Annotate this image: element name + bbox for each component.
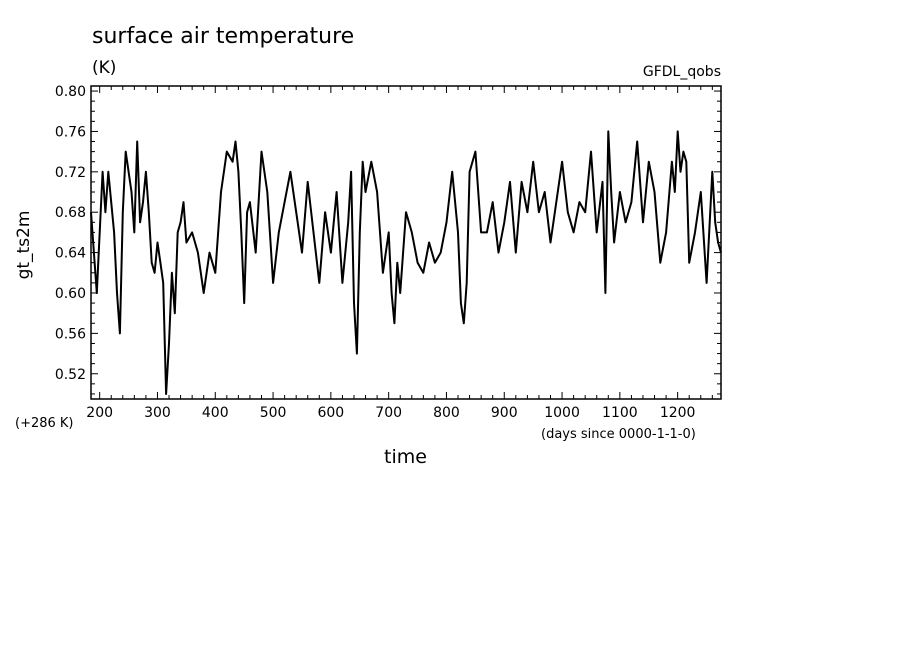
x-units-label: (days since 0000-1-1-0) (541, 427, 696, 442)
x-tick-label: 500 (260, 405, 287, 421)
x-tick-label: 1100 (602, 405, 638, 421)
y-tick-label: 0.68 (55, 205, 86, 221)
units-label: (K) (92, 58, 117, 78)
chart-title: surface air temperature (92, 24, 355, 49)
x-tick-label: 400 (202, 405, 229, 421)
y-tick-label: 0.80 (55, 84, 86, 100)
x-tick-label: 600 (317, 405, 344, 421)
x-axis-label: time (384, 446, 427, 468)
x-tick-labels: 200 300 400 500 600 700 800 900 1000 1100 1200 (86, 405, 695, 421)
x-tick-label: 1000 (544, 405, 580, 421)
source-label: GFDL_qobs (642, 64, 721, 80)
y-tick-labels: 0.52 0.56 0.60 0.64 0.68 0.72 0.76 0.80 (55, 84, 86, 383)
y-tick-label: 0.72 (55, 165, 86, 181)
x-tick-label: 700 (375, 405, 402, 421)
plot-frame (90, 85, 722, 400)
x-tick-label: 1200 (660, 405, 696, 421)
y-tick-label: 0.56 (55, 326, 86, 342)
y-tick-label: 0.76 (55, 124, 86, 140)
x-tick-label: 900 (491, 405, 518, 421)
x-tick-label: 800 (433, 405, 460, 421)
temperature-series-line (90, 130, 722, 395)
x-tick-label: 300 (144, 405, 171, 421)
y-offset-label: (+286 K) (15, 416, 74, 431)
y-tick-label: 0.60 (55, 286, 86, 302)
y-tick-label: 0.52 (55, 367, 86, 383)
x-tick-label: 200 (86, 405, 113, 421)
y-tick-label: 0.64 (55, 246, 86, 262)
